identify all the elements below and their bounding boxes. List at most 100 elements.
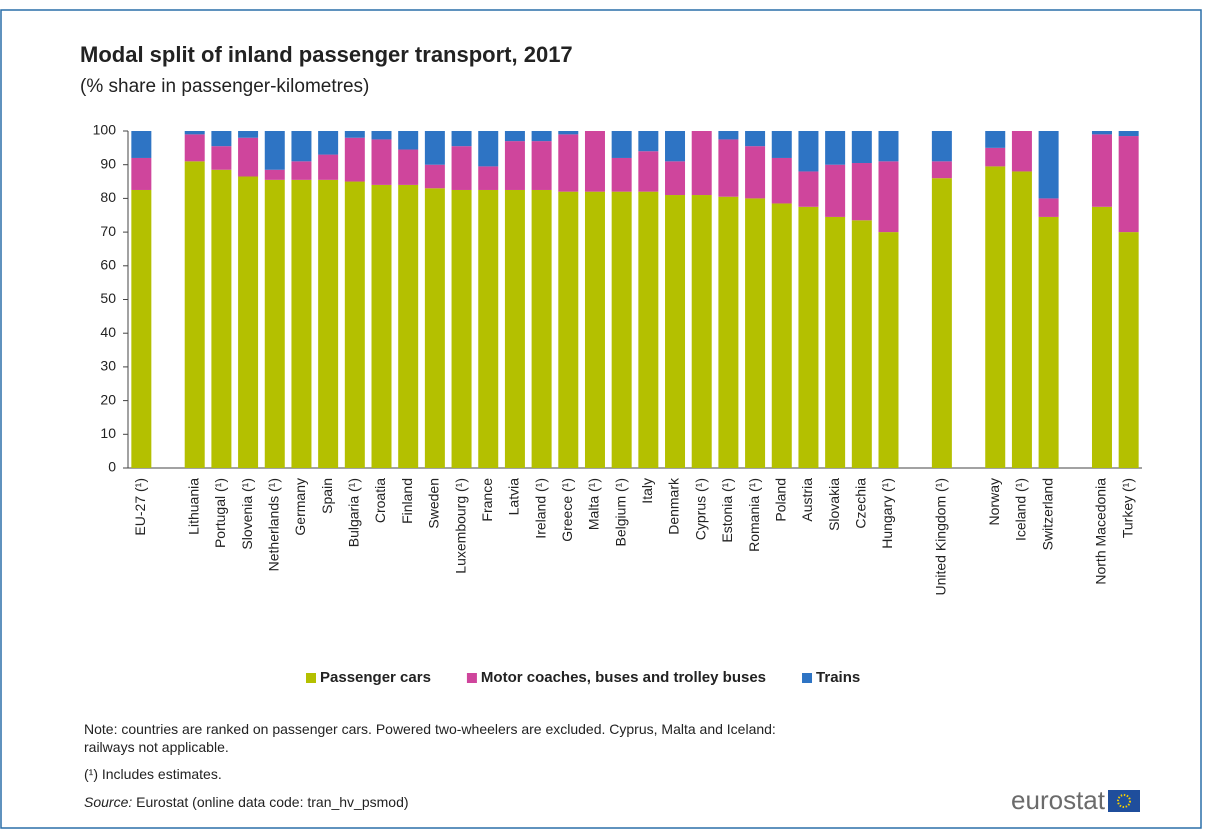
note: railways not applicable. [84,739,229,755]
bar-segment [131,189,152,468]
x-tick-label: Netherlands (¹) [265,478,281,571]
bar-segment [798,206,819,468]
bar-segment [1038,131,1059,199]
bar-segment [1038,198,1059,217]
bar-segment [665,195,686,468]
bar-segment [1038,216,1059,468]
bar-segment [558,131,579,135]
bar-segment [985,131,1006,148]
bar-segment [424,131,445,165]
bar-segment [451,146,472,190]
bar-segment [771,131,792,158]
bar-segment [771,157,792,204]
bar-segment [931,178,952,468]
bar-segment [825,131,846,165]
bar-segment [504,141,525,190]
x-tick-label: Ireland (¹) [532,478,548,539]
bar-segment [825,164,846,217]
bar-segment [371,184,392,469]
bar-segment [451,189,472,468]
bar-segment [184,131,205,135]
bar-segment [478,131,499,167]
bar-segment [478,166,499,190]
y-tick-label: 50 [100,290,116,306]
bar-segment [131,157,152,190]
bar-segment [424,188,445,469]
legend-swatch [802,673,813,683]
bar-segment [931,161,952,179]
bar-segment [745,131,766,147]
bar-segment [798,171,819,207]
bar-segment [745,198,766,468]
x-tick-label: Luxembourg (¹) [452,478,468,574]
logo-flag [1108,790,1140,812]
x-tick-label: Spain [319,478,335,514]
bar-segment [851,220,872,468]
x-tick-label: Turkey (¹) [1119,478,1135,538]
x-tick-label: Finland [399,478,415,524]
bar-segment [1091,131,1112,135]
bar-segment [238,131,259,138]
bar-segment [985,147,1006,167]
note: Note: countries are ranked on passenger … [84,721,776,737]
bar-segment [1118,136,1139,233]
bar-segment [291,161,312,180]
legend-swatch [466,673,477,683]
bar-segment [851,163,872,221]
x-tick-label: North Macedonia [1093,478,1109,585]
y-tick-label: 10 [100,425,116,441]
x-tick-label: EU-27 (¹) [132,478,148,536]
logo-text: eurostat [1011,785,1106,815]
x-tick-label: Belgium (¹) [612,478,628,546]
x-tick-label: Estonia (¹) [719,478,735,543]
bar-segment [531,141,552,190]
bar-segment [291,131,312,162]
bar-segment [611,157,632,192]
bar-segment [371,139,392,185]
bar-segment [131,131,152,158]
x-tick-label: Sweden [426,478,442,529]
x-tick-label: Greece (¹) [559,478,575,542]
bar-segment [344,181,365,469]
bar-segment [238,137,259,177]
bar-segment [424,164,445,189]
bar-segment [851,131,872,164]
bar-segment [238,176,259,468]
note: (¹) Includes estimates. [84,766,222,782]
y-tick-label: 0 [108,459,116,475]
bar-segment [638,191,659,468]
bar-segment [184,161,205,468]
x-tick-label: Malta (¹) [586,478,602,530]
x-tick-label: Bulgaria (¹) [346,478,362,547]
bar-segment [531,189,552,468]
x-tick-label: Slovakia [826,478,842,531]
bar-segment [718,131,739,140]
bar-segment [745,146,766,199]
x-tick-label: Croatia [372,478,388,523]
bar-segment [985,166,1006,468]
x-tick-label: Poland [772,478,788,522]
bar-segment [878,232,899,468]
legend-label: Trains [816,669,860,686]
bar-segment [665,161,686,196]
bar-segment [1011,131,1032,172]
y-tick-label: 40 [100,324,116,340]
source-text: Eurostat (online data code: tran_hv_psmo… [136,794,408,810]
bar-segment [264,131,285,170]
legend-label: Passenger cars [320,669,431,686]
chart-title: Modal split of inland passenger transpor… [80,42,573,67]
source: Source: Eurostat (online data code: tran… [84,794,409,810]
bar-segment [371,131,392,140]
x-tick-label: Czechia [853,478,869,529]
x-tick-label: Switzerland [1039,478,1055,550]
frame [0,9,1202,829]
bar-segment [1118,131,1139,137]
bar-segment [825,216,846,468]
bar-segment [878,131,899,162]
bar-segment [798,131,819,172]
bar-segment [531,131,552,142]
y-tick-label: 60 [100,257,116,273]
x-tick-label: France [479,478,495,522]
x-tick-label: Norway [986,478,1002,525]
